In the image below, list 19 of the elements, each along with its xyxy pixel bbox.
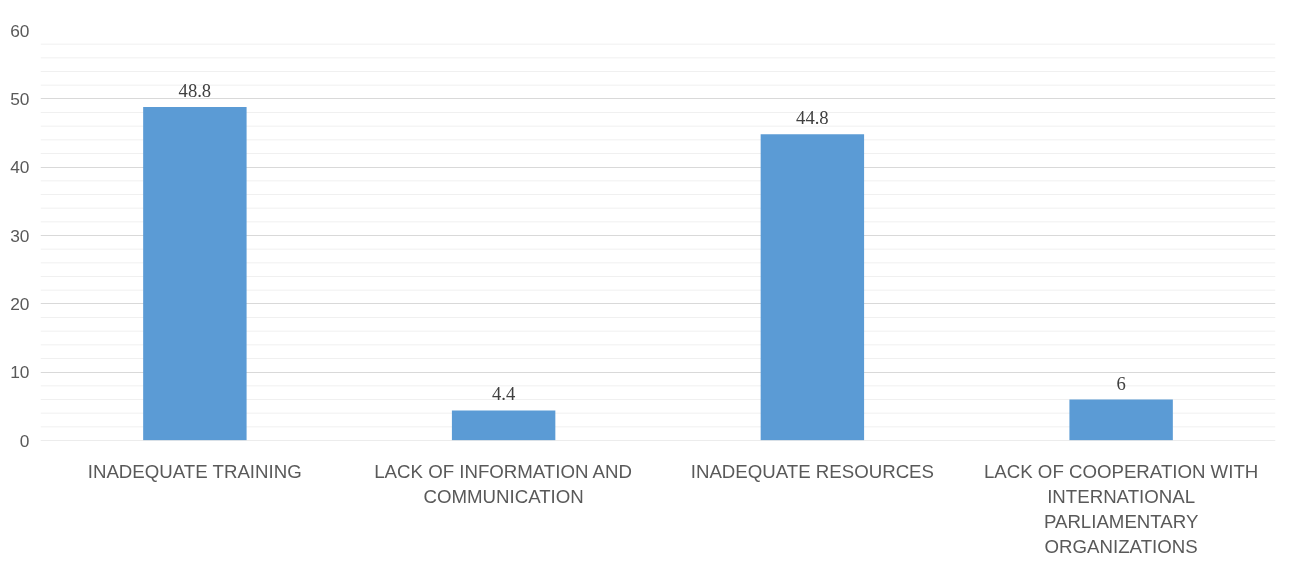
bar xyxy=(1069,399,1173,441)
data-label: 48.8 xyxy=(178,80,212,102)
x-tick-label: INADEQUATE TRAINING xyxy=(87,460,302,482)
y-tick-label: 20 xyxy=(10,293,30,314)
y-tick-label: 60 xyxy=(10,20,30,41)
y-tick-label: 50 xyxy=(10,88,30,109)
data-label: 6 xyxy=(1116,372,1126,394)
x-tick-label: LACK OF INFORMATION AND COMMUNICATION xyxy=(374,460,632,507)
x-tick-label: LACK OF COOPERATION WITH INTERNATIONAL PARLIAMENTARY ORGANIZATIONS xyxy=(983,460,1259,558)
data-label: 44.8 xyxy=(796,107,829,129)
y-tick-label: 0 xyxy=(19,430,30,451)
data-label: 4.4 xyxy=(491,383,516,405)
bar xyxy=(451,410,556,441)
x-tick-label: INADEQUATE RESOURCES xyxy=(690,460,935,482)
y-tick-label: 10 xyxy=(10,362,30,383)
y-tick-label: 30 xyxy=(10,225,30,246)
bar xyxy=(760,134,865,441)
bar xyxy=(143,107,247,441)
y-tick-label: 40 xyxy=(10,157,30,178)
